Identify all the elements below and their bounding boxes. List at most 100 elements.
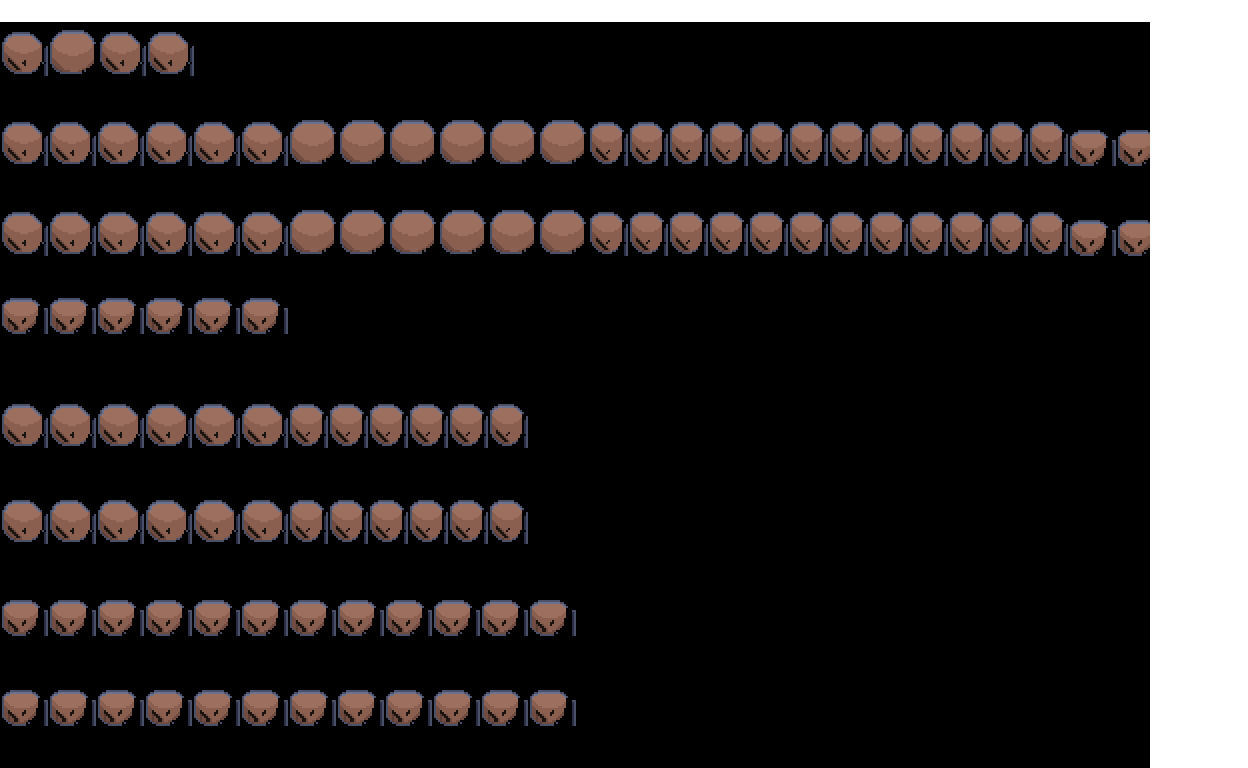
sprite-mole-wide-icon[interactable]: [146, 404, 192, 448]
sprite-mole-wide-icon[interactable]: [146, 500, 192, 544]
sprite-mole-narrow-icon[interactable]: [790, 122, 828, 166]
sprite-mole-narrow-icon[interactable]: [710, 212, 748, 256]
sprite-mole-short-icon[interactable]: [146, 600, 192, 636]
sprite-mole-closed-icon[interactable]: [290, 210, 338, 256]
sprite-mole-narrow-icon[interactable]: [910, 122, 948, 166]
sprite-mole-closed-icon[interactable]: [490, 120, 538, 166]
sprite-mole-wide-icon[interactable]: [98, 404, 144, 448]
sprite-mole-short-icon[interactable]: [530, 690, 576, 726]
sprite-mole-narrow-icon[interactable]: [830, 212, 868, 256]
sprite-mole-wide-icon[interactable]: [148, 32, 194, 76]
sprite-mole-narrow-icon[interactable]: [1030, 212, 1068, 256]
sprite-mole-short-icon[interactable]: [194, 690, 240, 726]
sprite-mole-short-icon[interactable]: [50, 690, 96, 726]
sprite-mole-narrow-icon[interactable]: [630, 122, 668, 166]
sprite-mole-wide-icon[interactable]: [146, 212, 192, 256]
sprite-mole-closed-icon[interactable]: [340, 120, 388, 166]
sprite-mole-short-icon[interactable]: [98, 298, 144, 334]
sprite-mole-narrow-icon[interactable]: [330, 500, 368, 544]
sprite-mole-short-icon[interactable]: [386, 600, 432, 636]
sprite-mole-short-icon[interactable]: [98, 690, 144, 726]
sprite-mole-narrow-icon[interactable]: [290, 404, 328, 448]
sprite-mole-wide-icon[interactable]: [100, 32, 146, 76]
sprite-mole-narrow-icon[interactable]: [990, 122, 1028, 166]
sprite-mole-narrow-icon[interactable]: [990, 212, 1028, 256]
sprite-mole-short-icon[interactable]: [1118, 130, 1150, 166]
sprite-mole-short-icon[interactable]: [1118, 220, 1150, 256]
sprite-mole-short-icon[interactable]: [1070, 220, 1116, 256]
sprite-mole-narrow-icon[interactable]: [910, 212, 948, 256]
sprite-mole-short-icon[interactable]: [146, 298, 192, 334]
sprite-canvas[interactable]: [0, 22, 1150, 768]
sprite-mole-short-icon[interactable]: [434, 690, 480, 726]
sprite-mole-short-icon[interactable]: [482, 600, 528, 636]
sprite-mole-short-icon[interactable]: [194, 600, 240, 636]
sprite-mole-narrow-icon[interactable]: [450, 404, 488, 448]
sprite-mole-short-icon[interactable]: [194, 298, 240, 334]
sprite-mole-wide-icon[interactable]: [98, 212, 144, 256]
sprite-mole-narrow-icon[interactable]: [490, 500, 528, 544]
sprite-mole-closed-icon[interactable]: [540, 210, 588, 256]
sprite-mole-wide-icon[interactable]: [242, 212, 288, 256]
sprite-mole-short-icon[interactable]: [146, 690, 192, 726]
sprite-mole-wide-icon[interactable]: [98, 500, 144, 544]
sprite-mole-closed-icon[interactable]: [390, 210, 438, 256]
sprite-mole-short-icon[interactable]: [386, 690, 432, 726]
sprite-mole-closed-icon[interactable]: [290, 120, 338, 166]
sprite-mole-narrow-icon[interactable]: [630, 212, 668, 256]
sprite-mole-wide-icon[interactable]: [2, 500, 48, 544]
sprite-mole-short-icon[interactable]: [290, 600, 336, 636]
sprite-mole-narrow-icon[interactable]: [750, 122, 788, 166]
sprite-mole-closed-icon[interactable]: [50, 30, 98, 76]
sprite-mole-narrow-icon[interactable]: [710, 122, 748, 166]
sprite-mole-narrow-icon[interactable]: [370, 404, 408, 448]
sprite-mole-narrow-icon[interactable]: [1030, 122, 1068, 166]
sprite-mole-wide-icon[interactable]: [50, 122, 96, 166]
sprite-mole-short-icon[interactable]: [242, 690, 288, 726]
sprite-mole-short-icon[interactable]: [530, 600, 576, 636]
sprite-mole-wide-icon[interactable]: [2, 212, 48, 256]
sprite-mole-closed-icon[interactable]: [440, 120, 488, 166]
sprite-mole-short-icon[interactable]: [2, 600, 48, 636]
sprite-mole-narrow-icon[interactable]: [590, 212, 628, 256]
sprite-mole-short-icon[interactable]: [290, 690, 336, 726]
sprite-mole-wide-icon[interactable]: [50, 404, 96, 448]
sprite-mole-wide-icon[interactable]: [194, 404, 240, 448]
sprite-mole-narrow-icon[interactable]: [950, 122, 988, 166]
sprite-mole-narrow-icon[interactable]: [490, 404, 528, 448]
sprite-mole-narrow-icon[interactable]: [830, 122, 868, 166]
sprite-mole-wide-icon[interactable]: [2, 32, 48, 76]
sprite-mole-short-icon[interactable]: [242, 600, 288, 636]
sprite-mole-closed-icon[interactable]: [440, 210, 488, 256]
sprite-mole-short-icon[interactable]: [2, 298, 48, 334]
sprite-mole-closed-icon[interactable]: [390, 120, 438, 166]
sprite-mole-closed-icon[interactable]: [490, 210, 538, 256]
sprite-mole-wide-icon[interactable]: [194, 122, 240, 166]
sprite-mole-narrow-icon[interactable]: [670, 212, 708, 256]
sprite-mole-narrow-icon[interactable]: [590, 122, 628, 166]
sprite-mole-narrow-icon[interactable]: [450, 500, 488, 544]
sprite-mole-wide-icon[interactable]: [98, 122, 144, 166]
sprite-mole-short-icon[interactable]: [2, 690, 48, 726]
sprite-mole-wide-icon[interactable]: [50, 212, 96, 256]
sprite-mole-narrow-icon[interactable]: [870, 212, 908, 256]
sprite-mole-short-icon[interactable]: [242, 298, 288, 334]
sprite-mole-short-icon[interactable]: [338, 600, 384, 636]
sprite-mole-short-icon[interactable]: [1070, 130, 1116, 166]
sprite-mole-narrow-icon[interactable]: [370, 500, 408, 544]
sprite-mole-short-icon[interactable]: [50, 298, 96, 334]
sprite-mole-wide-icon[interactable]: [242, 404, 288, 448]
sprite-mole-wide-icon[interactable]: [242, 500, 288, 544]
sprite-mole-narrow-icon[interactable]: [410, 500, 448, 544]
sprite-mole-narrow-icon[interactable]: [750, 212, 788, 256]
sprite-mole-narrow-icon[interactable]: [410, 404, 448, 448]
sprite-mole-wide-icon[interactable]: [146, 122, 192, 166]
sprite-mole-short-icon[interactable]: [338, 690, 384, 726]
sprite-mole-short-icon[interactable]: [98, 600, 144, 636]
sprite-mole-closed-icon[interactable]: [340, 210, 388, 256]
sprite-mole-narrow-icon[interactable]: [670, 122, 708, 166]
sprite-mole-short-icon[interactable]: [50, 600, 96, 636]
sprite-mole-closed-icon[interactable]: [540, 120, 588, 166]
sprite-mole-narrow-icon[interactable]: [330, 404, 368, 448]
sprite-mole-wide-icon[interactable]: [50, 500, 96, 544]
